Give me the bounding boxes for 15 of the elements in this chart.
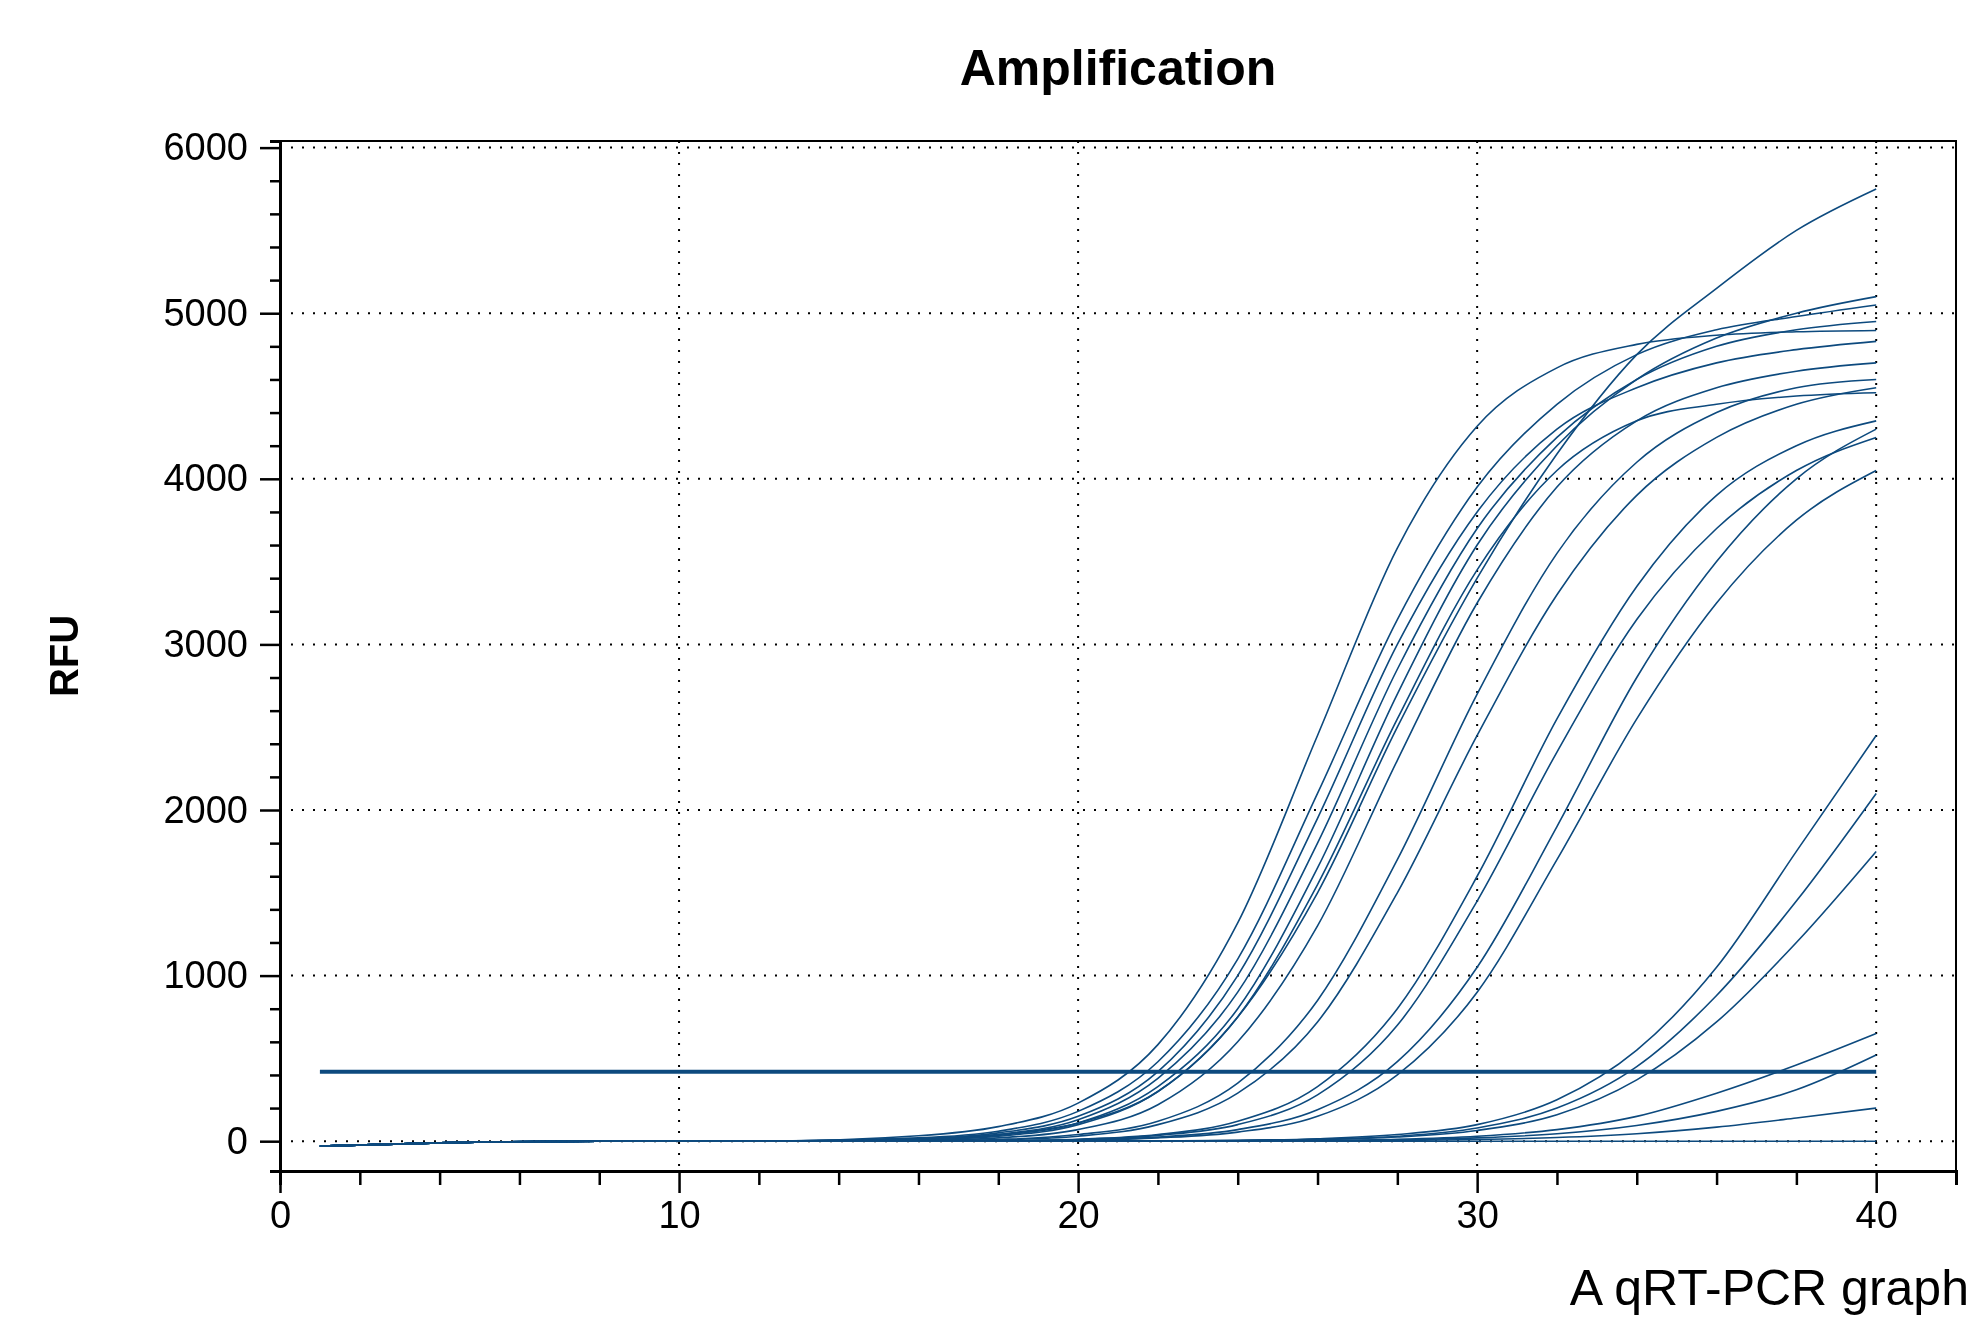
y-tick-label: 4000 (163, 457, 248, 500)
x-tick-label: 30 (1456, 1193, 1499, 1236)
y-tick-label: 2000 (163, 788, 248, 831)
y-tick-label: 6000 (163, 126, 248, 169)
text: A qRT-PCR graph (1569, 1260, 1969, 1316)
y-axis-title: RFU (42, 614, 86, 698)
y-tick-label: 5000 (163, 291, 248, 334)
y-tick-label: 3000 (163, 623, 248, 666)
x-tick-label: 40 (1855, 1193, 1898, 1236)
x-tick-label: 0 (269, 1193, 292, 1236)
y-tick-label: 1000 (163, 954, 248, 997)
chart-title: Amplification (959, 40, 1277, 96)
x-tick-label: 10 (658, 1193, 701, 1236)
y-tick-label: 0 (226, 1119, 248, 1162)
x-tick-label: 20 (1057, 1193, 1100, 1236)
